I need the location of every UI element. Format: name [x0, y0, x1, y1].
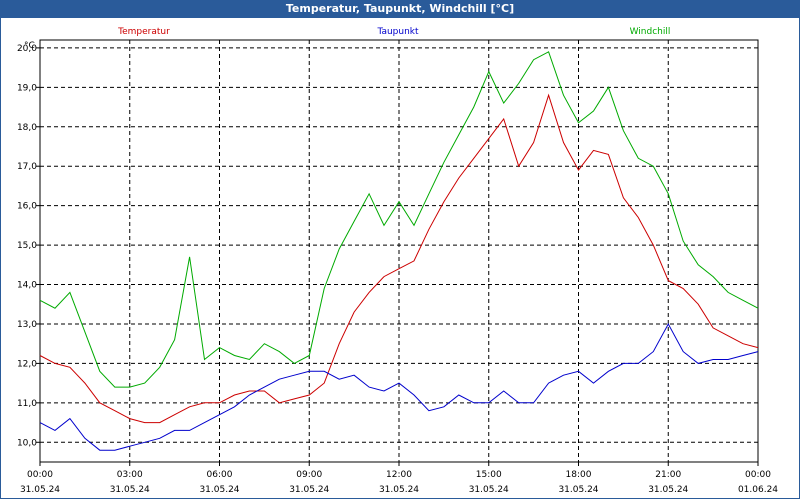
x-tick-time: 21:00: [655, 470, 681, 480]
y-tick-label: 13,0: [17, 320, 37, 330]
y-tick-label: 10,0: [17, 438, 37, 448]
x-tick-time: 00:00: [745, 470, 771, 480]
y-tick-label: 19,0: [17, 83, 37, 93]
y-axis-unit: °C: [24, 41, 35, 51]
x-tick-date: 31.05.24: [469, 485, 509, 495]
x-tick-date: 31.05.24: [289, 485, 329, 495]
x-tick-time: 15:00: [476, 470, 502, 480]
x-tick-time: 12:00: [386, 470, 412, 480]
series-lines: [39, 51, 759, 451]
series-line-taupunkt: [39, 322, 759, 451]
x-tick-labels: 00:00 31.05.24 03:00 31.05.24 06:00 31.05.24 0…: [20, 462, 778, 495]
x-tick-date: 31.05.24: [20, 485, 60, 495]
y-tick-label: 11,0: [17, 399, 37, 409]
y-tick-label: 17,0: [17, 162, 37, 172]
y-tick-label: 12,0: [17, 359, 37, 369]
y-tick-label: 20,0: [17, 44, 37, 54]
x-tick-date: 31.05.24: [110, 485, 150, 495]
x-tick-date: 31.05.24: [379, 485, 419, 495]
series-line-windchill: [39, 51, 759, 388]
y-tick-label: 18,0: [17, 123, 37, 133]
y-tick-label: 15,0: [17, 241, 37, 251]
x-tick-date: 31.05.24: [199, 485, 239, 495]
x-tick-date: 01.06.24: [738, 485, 778, 495]
legend-item: Windchill: [630, 27, 671, 37]
x-tick-time: 03:00: [117, 470, 143, 480]
grid-lines: [40, 40, 758, 462]
y-tick-label: 16,0: [17, 202, 37, 212]
window-title: Temperatur, Taupunkt, Windchill [°C]: [0, 0, 800, 18]
legend: Temperatur Taupunkt Windchill: [117, 27, 670, 37]
x-tick-time: 18:00: [566, 470, 592, 480]
series-line-temperatur: [39, 93, 759, 424]
legend-item: Taupunkt: [376, 27, 419, 37]
x-tick-time: 09:00: [296, 470, 322, 480]
x-tick-time: 06:00: [207, 470, 233, 480]
y-tick-labels: 10,0 11,0 12,0 13,0 14,0 15,0 16,0 17,0 18,0 19,0…: [17, 44, 40, 448]
x-tick-time: 00:00: [27, 470, 53, 480]
y-tick-label: 14,0: [17, 281, 37, 291]
x-tick-date: 31.05.24: [648, 485, 688, 495]
x-tick-date: 31.05.24: [558, 485, 598, 495]
legend-item: Temperatur: [117, 27, 170, 37]
